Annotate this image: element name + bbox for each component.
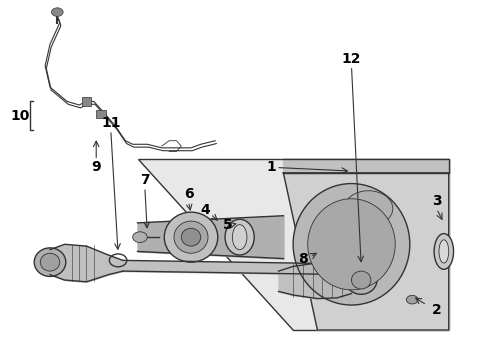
Text: 3: 3 bbox=[431, 194, 441, 208]
Ellipse shape bbox=[232, 225, 246, 249]
Text: 6: 6 bbox=[183, 187, 193, 201]
Text: 1: 1 bbox=[266, 161, 276, 175]
Circle shape bbox=[51, 8, 63, 17]
Ellipse shape bbox=[345, 266, 376, 294]
Circle shape bbox=[406, 296, 417, 304]
Bar bbox=[81, 97, 91, 106]
Text: 10: 10 bbox=[10, 109, 29, 123]
Ellipse shape bbox=[292, 184, 409, 305]
Circle shape bbox=[132, 232, 147, 243]
Ellipse shape bbox=[181, 228, 201, 246]
Ellipse shape bbox=[224, 219, 254, 255]
Ellipse shape bbox=[344, 191, 392, 226]
Polygon shape bbox=[283, 173, 448, 330]
Text: 4: 4 bbox=[200, 203, 210, 217]
Ellipse shape bbox=[433, 234, 453, 269]
Text: 11: 11 bbox=[101, 116, 121, 130]
Text: 2: 2 bbox=[431, 303, 441, 318]
Text: 7: 7 bbox=[140, 173, 149, 187]
Ellipse shape bbox=[351, 271, 370, 289]
Ellipse shape bbox=[34, 248, 66, 276]
Text: 9: 9 bbox=[91, 161, 101, 175]
Polygon shape bbox=[137, 158, 448, 330]
Text: 12: 12 bbox=[341, 51, 361, 66]
Ellipse shape bbox=[438, 240, 448, 263]
Ellipse shape bbox=[174, 221, 207, 253]
Ellipse shape bbox=[307, 199, 394, 290]
Ellipse shape bbox=[164, 212, 217, 262]
Text: 8: 8 bbox=[297, 252, 307, 266]
Bar bbox=[96, 110, 106, 118]
Text: 5: 5 bbox=[222, 218, 232, 231]
Polygon shape bbox=[283, 158, 448, 173]
Ellipse shape bbox=[40, 253, 60, 271]
